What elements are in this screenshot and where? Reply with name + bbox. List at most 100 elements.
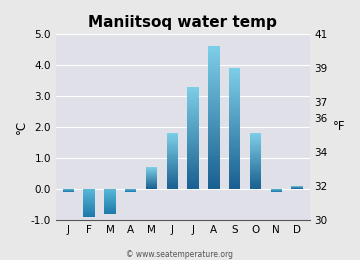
Bar: [208, 135, 220, 138]
Bar: [84, 199, 95, 200]
Bar: [229, 70, 240, 73]
Bar: [208, 83, 220, 86]
Bar: [208, 146, 220, 149]
Bar: [208, 103, 220, 106]
Bar: [84, 214, 95, 215]
Bar: [250, 149, 261, 150]
Bar: [208, 46, 220, 49]
Bar: [208, 177, 220, 180]
Bar: [167, 169, 178, 170]
Bar: [84, 189, 95, 190]
Bar: [146, 168, 157, 169]
Bar: [167, 144, 178, 145]
Bar: [229, 107, 240, 109]
Text: © www.seatemperature.org: © www.seatemperature.org: [126, 250, 234, 259]
Bar: [146, 173, 157, 174]
Bar: [167, 157, 178, 158]
Bar: [167, 168, 178, 169]
Bar: [188, 150, 199, 152]
Bar: [188, 124, 199, 125]
Bar: [250, 171, 261, 172]
Bar: [250, 174, 261, 176]
Bar: [208, 55, 220, 58]
Bar: [146, 184, 157, 185]
Bar: [188, 93, 199, 95]
Bar: [167, 182, 178, 183]
Bar: [229, 82, 240, 85]
Bar: [208, 123, 220, 126]
Bar: [104, 191, 116, 192]
Bar: [104, 194, 116, 195]
Bar: [188, 162, 199, 164]
Bar: [250, 173, 261, 174]
Bar: [250, 157, 261, 158]
Bar: [188, 174, 199, 177]
Bar: [146, 169, 157, 170]
Bar: [146, 174, 157, 175]
Bar: [167, 158, 178, 159]
Bar: [208, 149, 220, 152]
Bar: [84, 211, 95, 212]
Bar: [208, 61, 220, 63]
Bar: [188, 111, 199, 113]
Bar: [167, 171, 178, 172]
Bar: [104, 212, 116, 213]
Bar: [188, 138, 199, 140]
Bar: [250, 185, 261, 186]
Bar: [167, 173, 178, 174]
Bar: [229, 68, 240, 70]
Bar: [229, 78, 240, 80]
Bar: [188, 101, 199, 103]
Bar: [188, 166, 199, 168]
Bar: [229, 172, 240, 174]
Bar: [208, 138, 220, 140]
Bar: [104, 200, 116, 201]
Bar: [250, 183, 261, 184]
Bar: [167, 179, 178, 180]
Bar: [188, 179, 199, 181]
Bar: [250, 179, 261, 180]
Bar: [250, 142, 261, 143]
Bar: [167, 146, 178, 147]
Bar: [250, 176, 261, 177]
Bar: [229, 174, 240, 177]
Bar: [208, 158, 220, 160]
Bar: [104, 192, 116, 193]
Bar: [84, 197, 95, 198]
Bar: [188, 121, 199, 123]
Bar: [229, 170, 240, 172]
Bar: [250, 155, 261, 157]
Bar: [250, 181, 261, 182]
Bar: [188, 181, 199, 183]
Bar: [188, 129, 199, 132]
Bar: [229, 92, 240, 95]
Bar: [208, 129, 220, 132]
Bar: [188, 158, 199, 160]
Bar: [188, 136, 199, 138]
Bar: [167, 150, 178, 151]
Bar: [208, 75, 220, 78]
Bar: [146, 181, 157, 182]
Bar: [167, 181, 178, 182]
Bar: [229, 126, 240, 128]
Y-axis label: °F: °F: [333, 120, 345, 133]
Bar: [188, 177, 199, 179]
Bar: [188, 95, 199, 97]
Bar: [250, 152, 261, 153]
Bar: [167, 149, 178, 150]
Bar: [84, 213, 95, 214]
Bar: [146, 187, 157, 188]
Bar: [188, 127, 199, 129]
Bar: [208, 169, 220, 172]
Bar: [167, 188, 178, 189]
Bar: [146, 172, 157, 173]
Bar: [208, 100, 220, 103]
Bar: [167, 151, 178, 152]
Bar: [146, 176, 157, 177]
Bar: [250, 141, 261, 142]
Bar: [229, 73, 240, 75]
Bar: [208, 160, 220, 163]
Bar: [250, 177, 261, 178]
Bar: [104, 196, 116, 197]
Bar: [167, 153, 178, 154]
